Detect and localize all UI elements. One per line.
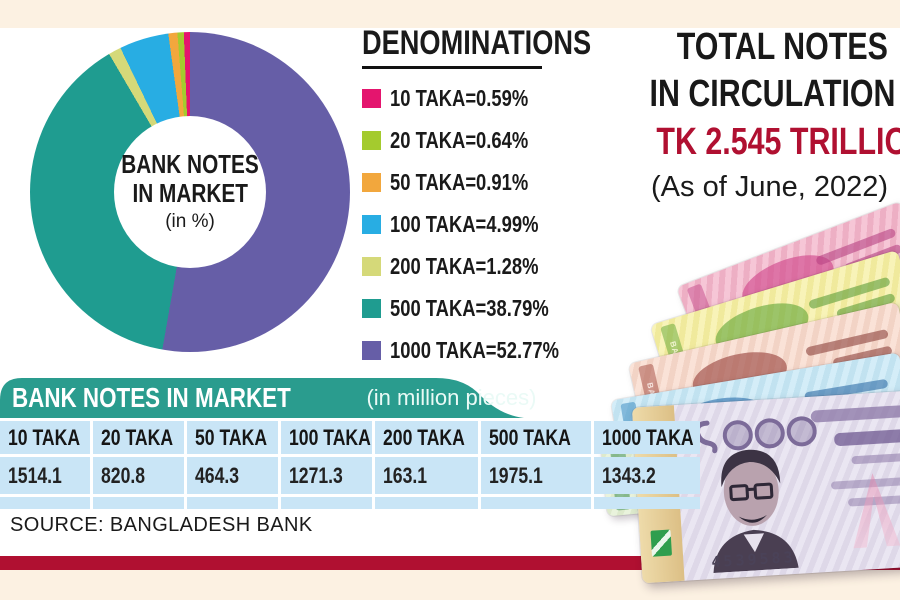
legend-swatch-500-taka	[362, 298, 381, 318]
donut-title-line1: BANK NOTES	[121, 149, 259, 179]
donut-unit-label: (in %)	[165, 211, 215, 232]
source-note: SOURCE: BANGLADESH BANK	[10, 514, 313, 536]
headline-line1: TOTAL NOTES	[676, 26, 888, 68]
legend-item-20-taka: 20 TAKA=0.64%	[362, 119, 612, 161]
column-header-500-taka: 500 TAKA	[481, 421, 591, 454]
legend-item-label: 1000 TAKA=52.77%	[390, 336, 559, 363]
table-empty-cell	[481, 497, 591, 509]
table-subtitle: (in million pieces)	[366, 385, 537, 410]
legend-swatch-1000-taka	[362, 340, 381, 360]
headline-date: (As of June, 2022)	[651, 171, 888, 203]
banknotes-table: 10 TAKA 20 TAKA 50 TAKA 100 TAKA 200 TAK…	[0, 421, 700, 509]
table-empty-cell	[93, 497, 184, 509]
legend-item-label: 20 TAKA=0.64%	[390, 126, 529, 153]
column-header-20-taka: 20 TAKA	[93, 421, 184, 454]
donut-chart: BANK NOTES IN MARKET (in %)	[30, 32, 350, 352]
donut-title-line2: IN MARKET	[132, 178, 248, 208]
value-10-taka: 1514.1	[0, 457, 90, 494]
banknotes-fan: BANK BANK BANK BANK	[593, 201, 900, 584]
legend-swatch-100-taka	[362, 214, 381, 234]
donut-center-label: BANK NOTES IN MARKET (in %)	[114, 116, 266, 268]
legend-item-label: 500 TAKA=38.79%	[390, 294, 549, 321]
legend-item-500-taka: 500 TAKA=38.79%	[362, 287, 612, 329]
value-500-taka: 1975.1	[481, 457, 591, 494]
legend-swatch-50-taka	[362, 172, 381, 192]
legend-item-100-taka: 100 TAKA=4.99%	[362, 203, 612, 245]
table-empty-cell	[0, 497, 90, 509]
legend-item-label: 10 TAKA=0.59%	[390, 84, 529, 111]
table-empty-cell	[375, 497, 478, 509]
column-header-10-taka: 10 TAKA	[0, 421, 90, 454]
table-title-banner: BANK NOTES IN MARKET (in million pieces)	[0, 378, 536, 418]
legend-item-label: 50 TAKA=0.91%	[390, 168, 529, 195]
value-200-taka: 163.1	[375, 457, 478, 494]
legend-swatch-10-taka	[362, 88, 381, 108]
denominations-legend: DENOMINATIONS 10 TAKA=0.59% 20 TAKA=0.64…	[362, 24, 612, 371]
column-header-50-taka: 50 TAKA	[187, 421, 278, 454]
top-strip	[0, 0, 900, 28]
legend-item-50-taka: 50 TAKA=0.91%	[362, 161, 612, 203]
headline: TOTAL NOTES IN CIRCULATION TK 2.545 TRIL…	[588, 24, 900, 208]
value-50-taka: 464.3	[187, 457, 278, 494]
portrait-illustration	[713, 449, 799, 574]
column-header-1000-taka: 1000 TAKA	[594, 421, 700, 454]
legend-item-label: 200 TAKA=1.28%	[390, 252, 539, 279]
security-chip	[650, 529, 673, 557]
numeral-1000-ornament	[694, 416, 817, 454]
legend-swatch-200-taka	[362, 256, 381, 276]
legend-item-label: 100 TAKA=4.99%	[390, 210, 539, 237]
value-100-taka: 1271.3	[281, 457, 372, 494]
column-header-100-taka: 100 TAKA	[281, 421, 372, 454]
banner-shape	[0, 378, 524, 418]
legend-item-10-taka: 10 TAKA=0.59%	[362, 77, 612, 119]
headline-line2: IN CIRCULATION	[649, 73, 896, 115]
column-header-200-taka: 200 TAKA	[375, 421, 478, 454]
banknote-1000-taka: 4539583	[631, 388, 900, 584]
headline-amount: TK 2.545 TRILLION	[656, 121, 900, 163]
legend-underline	[362, 66, 542, 69]
value-1000-taka: 1343.2	[594, 457, 700, 494]
legend-item-1000-taka: 1000 TAKA=52.77%	[362, 329, 612, 371]
legend-item-200-taka: 200 TAKA=1.28%	[362, 245, 612, 287]
legend-swatch-20-taka	[362, 130, 381, 150]
table-empty-cell	[594, 497, 700, 509]
table-empty-cell	[281, 497, 372, 509]
legend-title: DENOMINATIONS	[362, 24, 592, 62]
table-empty-cell	[187, 497, 278, 509]
table-title: BANK NOTES IN MARKET	[12, 382, 291, 413]
value-20-taka: 820.8	[93, 457, 184, 494]
